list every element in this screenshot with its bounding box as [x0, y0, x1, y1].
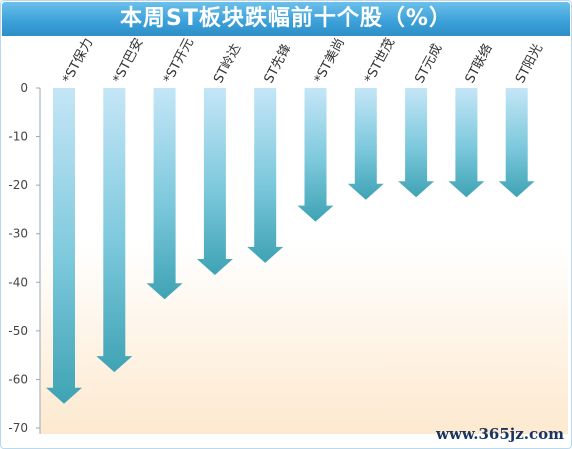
watermark: www.365jz.com [436, 425, 564, 443]
x-category-label: *ST美尚 [312, 36, 348, 86]
x-category-label: *ST保力 [60, 36, 96, 86]
y-tick-label: 0 [20, 81, 28, 95]
bar-arrow-3 [146, 88, 183, 300]
bar-arrow-4 [196, 88, 233, 275]
bar-arrow-5 [247, 88, 284, 263]
x-category-label: ST先锋 [261, 42, 294, 86]
bar-arrow-9 [448, 88, 485, 198]
bar-arrow-8 [398, 88, 435, 198]
bar-arrow-10 [498, 88, 535, 198]
y-tick-label: -20 [8, 178, 28, 192]
plot-background [40, 88, 568, 434]
chart-title: 本周ST板块跌幅前十个股（%） [2, 2, 570, 36]
x-category-label: *ST开元 [161, 36, 197, 86]
x-category-label: ST岭达 [211, 42, 244, 86]
x-category-label: ST元成 [412, 42, 445, 86]
y-tick-label: -70 [8, 421, 28, 435]
x-category-label: *ST巴安 [111, 36, 147, 86]
x-category-label: ST联络 [462, 41, 496, 86]
bar-arrow-6 [297, 88, 334, 222]
y-tick-label: -30 [8, 227, 28, 241]
x-category-label: ST阳光 [513, 42, 546, 86]
y-tick-label: -50 [8, 324, 28, 338]
x-category-label: *ST世茂 [362, 36, 398, 86]
bar-arrow-1 [46, 88, 82, 404]
y-tick-label: -60 [8, 372, 28, 386]
y-tick-label: -10 [8, 130, 28, 144]
y-tick-label: -40 [8, 275, 28, 289]
bar-arrow-2 [96, 88, 133, 373]
bar-arrow-7 [347, 88, 384, 200]
